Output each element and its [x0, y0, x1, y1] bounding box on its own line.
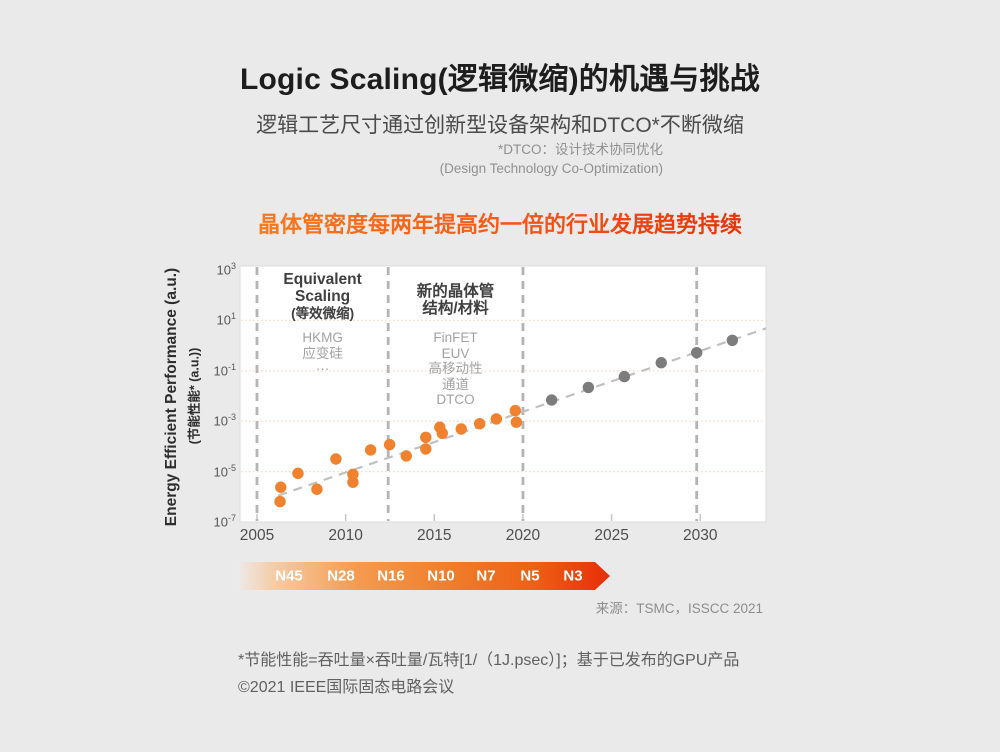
annotation-item: 高移动性 [428, 361, 483, 376]
process-node-label-n16: N16 [377, 567, 405, 585]
annotation-item: HKMG [302, 330, 343, 345]
data-point-published-gpu-products [455, 423, 467, 435]
page-title: Logic Scaling(逻辑微缩)的机遇与挑战 [239, 63, 760, 96]
data-point-published-gpu-products [473, 418, 486, 430]
process-node-label-n7: N7 [476, 567, 496, 585]
annotation-title-line: Equivalent [283, 271, 362, 288]
subtitle: 逻辑工艺尺寸通过创新型设备架构和DTCO*不断微缩 [256, 114, 744, 137]
data-point-published-gpu-products [510, 416, 523, 428]
data-point-published-gpu-products [420, 431, 432, 444]
data-point-published-gpu-products [330, 453, 342, 465]
data-point-published-gpu-products [490, 413, 503, 425]
data-point-projected [618, 370, 631, 383]
annotation-item: EUV [441, 345, 470, 361]
data-point-published-gpu-products [400, 450, 412, 462]
data-point-projected [655, 357, 667, 369]
x-tick-label: 2010 [328, 527, 363, 544]
dtco-footnote: *DTCO：设计技术协同优化 (Design Technology Co-Opt… [440, 140, 663, 178]
footnote-copyright: ©2021 IEEE国际固态电路会议 [238, 679, 455, 696]
y-tick-label: 101 [216, 311, 236, 328]
data-point-projected [726, 334, 739, 347]
annotation-items: HKMG 应变硅 ··· [283, 330, 361, 377]
dtco-footnote-line2: (Design Technology Co-Optimization) [439, 161, 663, 176]
source-text: 来源：TSMC，ISSCC 2021 [595, 601, 763, 616]
data-point-published-gpu-products [292, 467, 304, 480]
y-tick-label: 10-5 [213, 462, 236, 479]
annotation-title-line: 结构/材料 [422, 300, 489, 317]
data-point-projected [691, 346, 703, 359]
annotation-item: FinFET [433, 330, 478, 345]
process-node-label-n10: N10 [427, 567, 455, 585]
x-tick-label: 2030 [683, 527, 718, 544]
data-point-published-gpu-products [509, 404, 522, 417]
data-point-published-gpu-products [436, 427, 448, 439]
annotation-item: ··· [315, 361, 330, 376]
data-point-published-gpu-products [383, 438, 396, 451]
data-point-projected [545, 394, 558, 406]
data-point-published-gpu-products [311, 483, 323, 495]
y-tick-label: 10-7 [213, 513, 236, 530]
x-tick-label: 2005 [239, 527, 275, 544]
data-point-published-gpu-products [347, 476, 359, 488]
data-point-published-gpu-products [347, 468, 359, 481]
data-point-published-gpu-products [420, 443, 432, 455]
footnote-performance-definition: *节能性能=吞吐量×吞吐量/瓦特[1/（1J.psec）]；基于已发布的GPU产… [238, 652, 740, 669]
y-tick-label: 103 [216, 261, 236, 278]
annotation-item: 通道 [442, 376, 470, 392]
annotation-item: 应变硅 [302, 345, 343, 361]
process-node-label-n5: N5 [520, 567, 540, 585]
annotation-title-line: Scaling [295, 288, 351, 305]
trend-heading-row: 晶体管密度每两年提高约一倍的行业发展趋势持续 [0, 207, 1000, 239]
data-point-published-gpu-products [364, 444, 377, 456]
process-node-label-n3: N3 [563, 567, 583, 585]
annotation-items: FinFET EUV 高移动性 通道 DTCO [417, 330, 495, 408]
trend-heading: 晶体管密度每两年提高约一倍的行业发展趋势持续 [258, 207, 742, 239]
dtco-footnote-line1: *DTCO：设计技术协同优化 [498, 142, 663, 157]
annotation-item: DTCO [436, 392, 475, 407]
data-point-published-gpu-products [274, 495, 286, 508]
trend-line [277, 327, 767, 497]
data-point-projected [582, 381, 595, 394]
annotation-phase-1: Equivalent Scaling (等效微缩) HKMG 应变硅 ··· [283, 271, 361, 377]
process-node-roadmap-arrow: N45 N28 N16 N10 N7 N5 N3 [238, 562, 610, 590]
data-point-published-gpu-products [275, 481, 287, 493]
annotation-title-line: (等效微缩) [291, 306, 355, 321]
y-axis-label-en: Energy Efficient Performance (a.u.) [163, 267, 180, 527]
x-tick-label: 2025 [594, 527, 629, 544]
y-tick-label: 10-1 [213, 361, 236, 379]
y-tick-label: 10-3 [213, 412, 236, 429]
x-tick-label: 2015 [417, 527, 452, 544]
x-tick-label: 2020 [505, 527, 541, 544]
process-node-label-n28: N28 [327, 567, 355, 585]
annotation-title-line: 新的晶体管 [416, 283, 495, 300]
annotation-phase-2: 新的晶体管 结构/材料 FinFET EUV 高移动性 通道 DTCO [417, 283, 495, 408]
process-node-label-n45: N45 [275, 567, 303, 585]
